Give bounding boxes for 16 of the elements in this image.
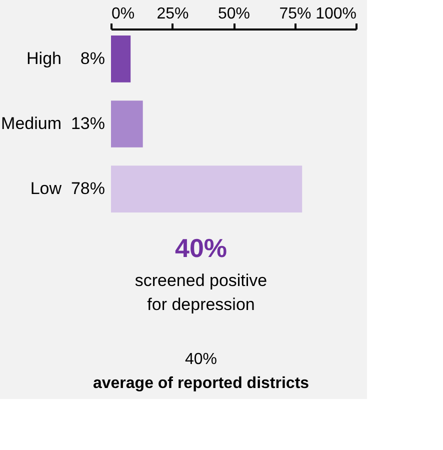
y-tick-label: High bbox=[26, 48, 62, 68]
data-label: 78% bbox=[70, 179, 105, 198]
y-tick-label: Medium bbox=[1, 114, 62, 133]
data-label: 13% bbox=[70, 114, 105, 133]
x-tick-label: 100% bbox=[316, 6, 356, 22]
text: 40% bbox=[184, 351, 218, 368]
text: 40% bbox=[174, 233, 228, 263]
text: screened positive bbox=[134, 271, 268, 290]
x-tick-label: 0% bbox=[112, 6, 135, 22]
x-tick-label: 75% bbox=[279, 6, 312, 22]
x-tick-label: 25% bbox=[156, 6, 189, 22]
text: for depression bbox=[147, 295, 255, 314]
data-label: 8% bbox=[80, 48, 105, 68]
y-tick-label: Low bbox=[30, 179, 62, 198]
x-tick-label: 50% bbox=[218, 6, 250, 22]
text: average of reported districts bbox=[92, 375, 310, 392]
